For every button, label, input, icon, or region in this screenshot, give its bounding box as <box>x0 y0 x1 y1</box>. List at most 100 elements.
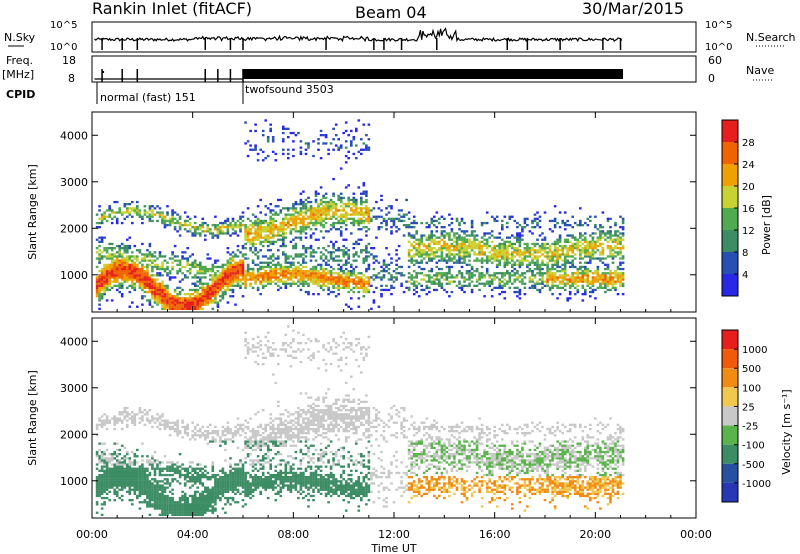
heatmap-cell <box>100 293 104 296</box>
heatmap-cell <box>309 205 313 208</box>
power-heatmap <box>95 119 625 310</box>
heatmap-cell <box>199 228 202 231</box>
heatmap-cell <box>538 290 542 294</box>
heatmap-cell <box>337 247 340 250</box>
heatmap-cell <box>201 226 205 229</box>
heatmap-cell <box>183 228 187 231</box>
heatmap-cell <box>616 230 620 233</box>
heatmap-cell <box>453 247 456 250</box>
heatmap-cell <box>229 234 232 237</box>
heatmap-cell <box>103 215 106 218</box>
heatmap-cell <box>173 507 177 510</box>
heatmap-cell <box>100 455 104 458</box>
heatmap-cell <box>176 303 179 306</box>
heatmap-cell <box>609 234 612 237</box>
heatmap-cell <box>397 257 401 260</box>
heatmap-cell <box>375 236 378 239</box>
heatmap-cell <box>558 255 562 258</box>
heatmap-cell <box>304 148 308 151</box>
heatmap-cell <box>395 259 398 262</box>
heatmap-cell <box>531 249 534 252</box>
heatmap-cell <box>337 286 340 289</box>
heatmap-cell <box>193 301 197 304</box>
heatmap-cell <box>571 242 574 246</box>
heatmap-cell <box>98 209 101 212</box>
heatmap-cell <box>269 265 272 269</box>
heatmap-cell <box>490 280 494 283</box>
heatmap-cell <box>538 278 542 281</box>
heatmap-cell <box>430 259 434 262</box>
heatmap-cell <box>224 282 227 285</box>
heatmap-cell <box>362 226 366 229</box>
heatmap-cell <box>538 267 542 271</box>
heatmap-cell <box>131 450 134 454</box>
heatmap-cell <box>98 459 101 462</box>
heatmap-cell <box>108 499 111 502</box>
heatmap-cell <box>120 272 124 275</box>
heatmap-cell <box>455 244 459 248</box>
heatmap-cell <box>108 253 111 256</box>
heatmap-cell <box>579 234 582 237</box>
heatmap-cell <box>141 303 144 306</box>
heatmap-cell <box>460 261 464 264</box>
heatmap-cell <box>209 257 212 260</box>
heatmap-cell <box>470 240 474 243</box>
heatmap-cell <box>110 247 114 250</box>
heatmap-cell <box>352 280 356 283</box>
heatmap-cell <box>100 473 104 477</box>
heatmap-cell <box>360 148 363 151</box>
heatmap-cell <box>216 276 220 279</box>
heatmap-cell <box>355 127 358 130</box>
heatmap-cell <box>591 272 595 275</box>
heatmap-cell <box>105 492 109 495</box>
y-tick-label: 3000 <box>60 176 88 189</box>
heatmap-cell <box>166 469 169 472</box>
heatmap-cell <box>282 131 285 135</box>
heatmap-cell <box>566 219 569 223</box>
heatmap-cell <box>103 490 106 493</box>
heatmap-cell <box>209 299 212 302</box>
heatmap-cell <box>239 261 242 264</box>
heatmap-cell <box>158 293 162 296</box>
heatmap-cell <box>415 261 418 264</box>
heatmap-cell <box>294 219 298 223</box>
heatmap-cell <box>193 284 197 287</box>
heatmap-cell <box>531 253 534 256</box>
heatmap-cell <box>470 221 474 225</box>
heatmap-cell <box>186 261 189 264</box>
heatmap-cell <box>302 261 305 264</box>
heatmap-cell <box>246 257 250 260</box>
heatmap-cell <box>244 276 247 279</box>
heatmap-cell <box>463 284 466 287</box>
heatmap-cell <box>604 232 607 235</box>
heatmap-cell <box>226 259 230 262</box>
heatmap-cell <box>339 200 343 204</box>
heatmap-cell <box>362 249 366 252</box>
heatmap-cell <box>143 467 147 470</box>
heatmap-cell <box>153 288 157 292</box>
heatmap-cell <box>201 297 205 300</box>
heatmap-cell <box>251 224 255 227</box>
heatmap-cell <box>211 234 215 237</box>
heatmap-cell <box>176 230 179 233</box>
heatmap-cell <box>128 490 132 493</box>
heatmap-cell <box>277 234 280 237</box>
heatmap-cell <box>571 282 574 285</box>
heatmap-cell <box>166 301 169 304</box>
heatmap-cell <box>375 255 378 258</box>
heatmap-cell <box>284 224 288 227</box>
heatmap-cell <box>503 247 507 250</box>
heatmap-cell <box>584 270 587 273</box>
heatmap-cell <box>138 507 142 510</box>
heatmap-cell <box>589 234 592 237</box>
heatmap-cell <box>105 457 109 460</box>
heatmap-cell <box>226 270 230 273</box>
heatmap-cell <box>596 257 600 260</box>
heatmap-cell <box>156 274 159 277</box>
heatmap-cell <box>113 280 116 283</box>
heatmap-cell <box>463 261 466 264</box>
heatmap-cell <box>98 423 101 426</box>
heatmap-cell <box>503 251 507 254</box>
heatmap-cell <box>357 305 361 308</box>
heatmap-cell <box>334 134 338 137</box>
